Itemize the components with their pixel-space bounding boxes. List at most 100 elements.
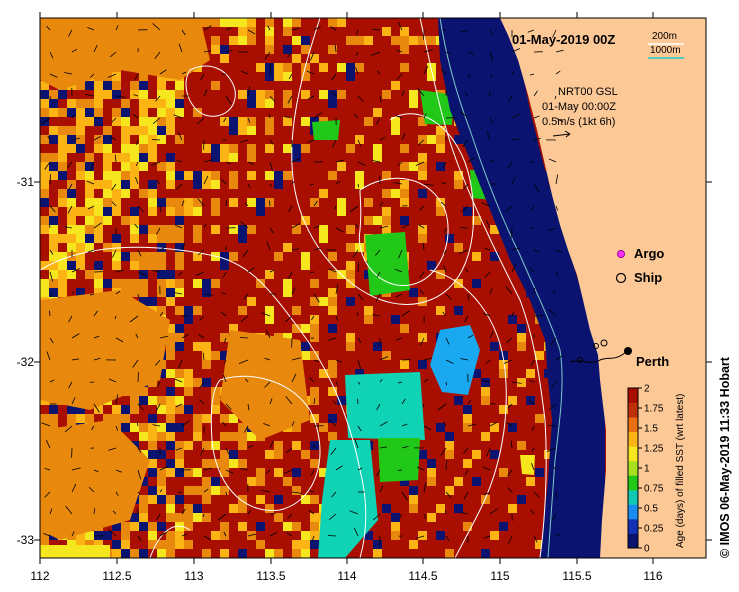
current-vector	[197, 197, 205, 207]
current-vector	[376, 117, 381, 125]
current-vector	[173, 292, 183, 295]
map-field	[40, 18, 706, 558]
contour-deep-f	[429, 269, 507, 558]
sst-age-cell	[103, 198, 112, 207]
sst-age-cell	[229, 153, 238, 162]
current-vector	[269, 398, 273, 405]
sst-age-cell	[238, 504, 247, 513]
sst-age-cell	[283, 243, 292, 252]
sst-age-cell	[256, 63, 265, 72]
sst-age-cell	[157, 198, 166, 207]
current-vector	[247, 117, 251, 123]
current-vector	[115, 95, 126, 98]
sst-age-cell	[265, 270, 274, 279]
current-vector	[464, 469, 469, 476]
current-vector	[93, 45, 98, 53]
sst-age-cell	[103, 207, 112, 216]
sst-age-cell	[202, 351, 211, 360]
sst-age-cell	[193, 468, 202, 477]
sst-age-cell	[166, 414, 175, 423]
current-vector	[335, 284, 339, 295]
sst-age-cell	[409, 288, 418, 297]
surface-current-vectors	[41, 21, 564, 546]
sst-age-cell	[436, 531, 445, 540]
current-vector	[309, 183, 315, 186]
sst-age-cell	[175, 207, 184, 216]
sst-age-cell	[445, 549, 454, 558]
contour-deep-g	[149, 525, 191, 558]
sst-age-cell	[310, 324, 319, 333]
sst-age-cell	[310, 513, 319, 522]
sst-age-cell	[58, 261, 67, 270]
sst-age-cell	[103, 243, 112, 252]
current-vector	[225, 95, 232, 105]
sst-age-cell	[112, 414, 121, 423]
sst-age-cell	[49, 423, 58, 432]
current-vector	[533, 249, 539, 253]
sst-age-cell	[220, 459, 229, 468]
current-vector	[264, 357, 271, 361]
current-vector	[240, 139, 249, 143]
current-vector	[203, 467, 212, 471]
x-tick-label: 112.5	[102, 569, 131, 583]
sst-age-cell	[148, 540, 157, 549]
current-vector	[223, 337, 227, 344]
sst-age-cell	[94, 81, 103, 90]
x-tick-label: 114	[337, 569, 356, 583]
sst-age-cell	[229, 171, 238, 180]
sst-age-cell	[175, 261, 184, 270]
sst-age-cell	[292, 153, 301, 162]
product-info: NRT00 GSL 01-May 00:00Z 0.5m/s (1kt 6h)	[542, 86, 618, 138]
current-vector	[416, 535, 425, 539]
sst-age-cell	[94, 279, 103, 288]
sst-age-cell	[103, 279, 112, 288]
sst-age-cell	[436, 207, 445, 216]
credit-text: © IMOS 06-May-2019 11:33 Hobart	[718, 356, 732, 558]
sst-age-cell	[58, 162, 67, 171]
current-vector	[288, 271, 293, 279]
current-vector	[354, 439, 359, 449]
current-vector	[551, 381, 557, 388]
current-vector	[331, 73, 337, 81]
sst-age-cell	[202, 441, 211, 450]
sst-age-cell	[229, 432, 238, 441]
sst-age-cell	[157, 225, 166, 234]
current-vector	[335, 381, 339, 386]
sst-age-cell	[310, 297, 319, 306]
sst-age-cell	[166, 108, 175, 117]
current-vector	[89, 293, 95, 296]
current-vector	[445, 535, 450, 541]
sst-age-cell	[67, 108, 76, 117]
colorbar-step	[628, 446, 638, 462]
current-vector	[159, 489, 163, 493]
sst-age-cell	[265, 90, 274, 99]
sst-age-cell	[301, 549, 310, 558]
sst-age-cell	[283, 27, 292, 36]
sst-age-cell	[220, 117, 229, 126]
sst-age-cell	[301, 342, 310, 351]
sst-age-cell	[58, 153, 67, 162]
sst-age-cell	[103, 189, 112, 198]
sst-age-cell	[76, 234, 85, 243]
sst-age-cell	[139, 423, 148, 432]
sst-age-cell	[346, 333, 355, 342]
sst-age-cell	[49, 270, 58, 279]
sst-age-cell	[382, 225, 391, 234]
sst-age-cell	[94, 405, 103, 414]
sst-age-cell	[328, 99, 337, 108]
sst-age-cell	[166, 504, 175, 513]
sst-age-cell	[229, 450, 238, 459]
patch-teal-south	[318, 440, 378, 558]
sst-age-cell	[85, 189, 94, 198]
contour-deep-e	[40, 246, 367, 558]
current-vector	[379, 446, 388, 449]
sst-age-cell	[220, 531, 229, 540]
sst-age-cell	[346, 297, 355, 306]
current-vector	[313, 200, 318, 207]
sst-age-cell	[472, 216, 481, 225]
current-vector	[467, 51, 475, 55]
sst-age-cell	[175, 81, 184, 90]
sst-age-cell	[211, 171, 220, 180]
current-vector	[328, 268, 337, 273]
